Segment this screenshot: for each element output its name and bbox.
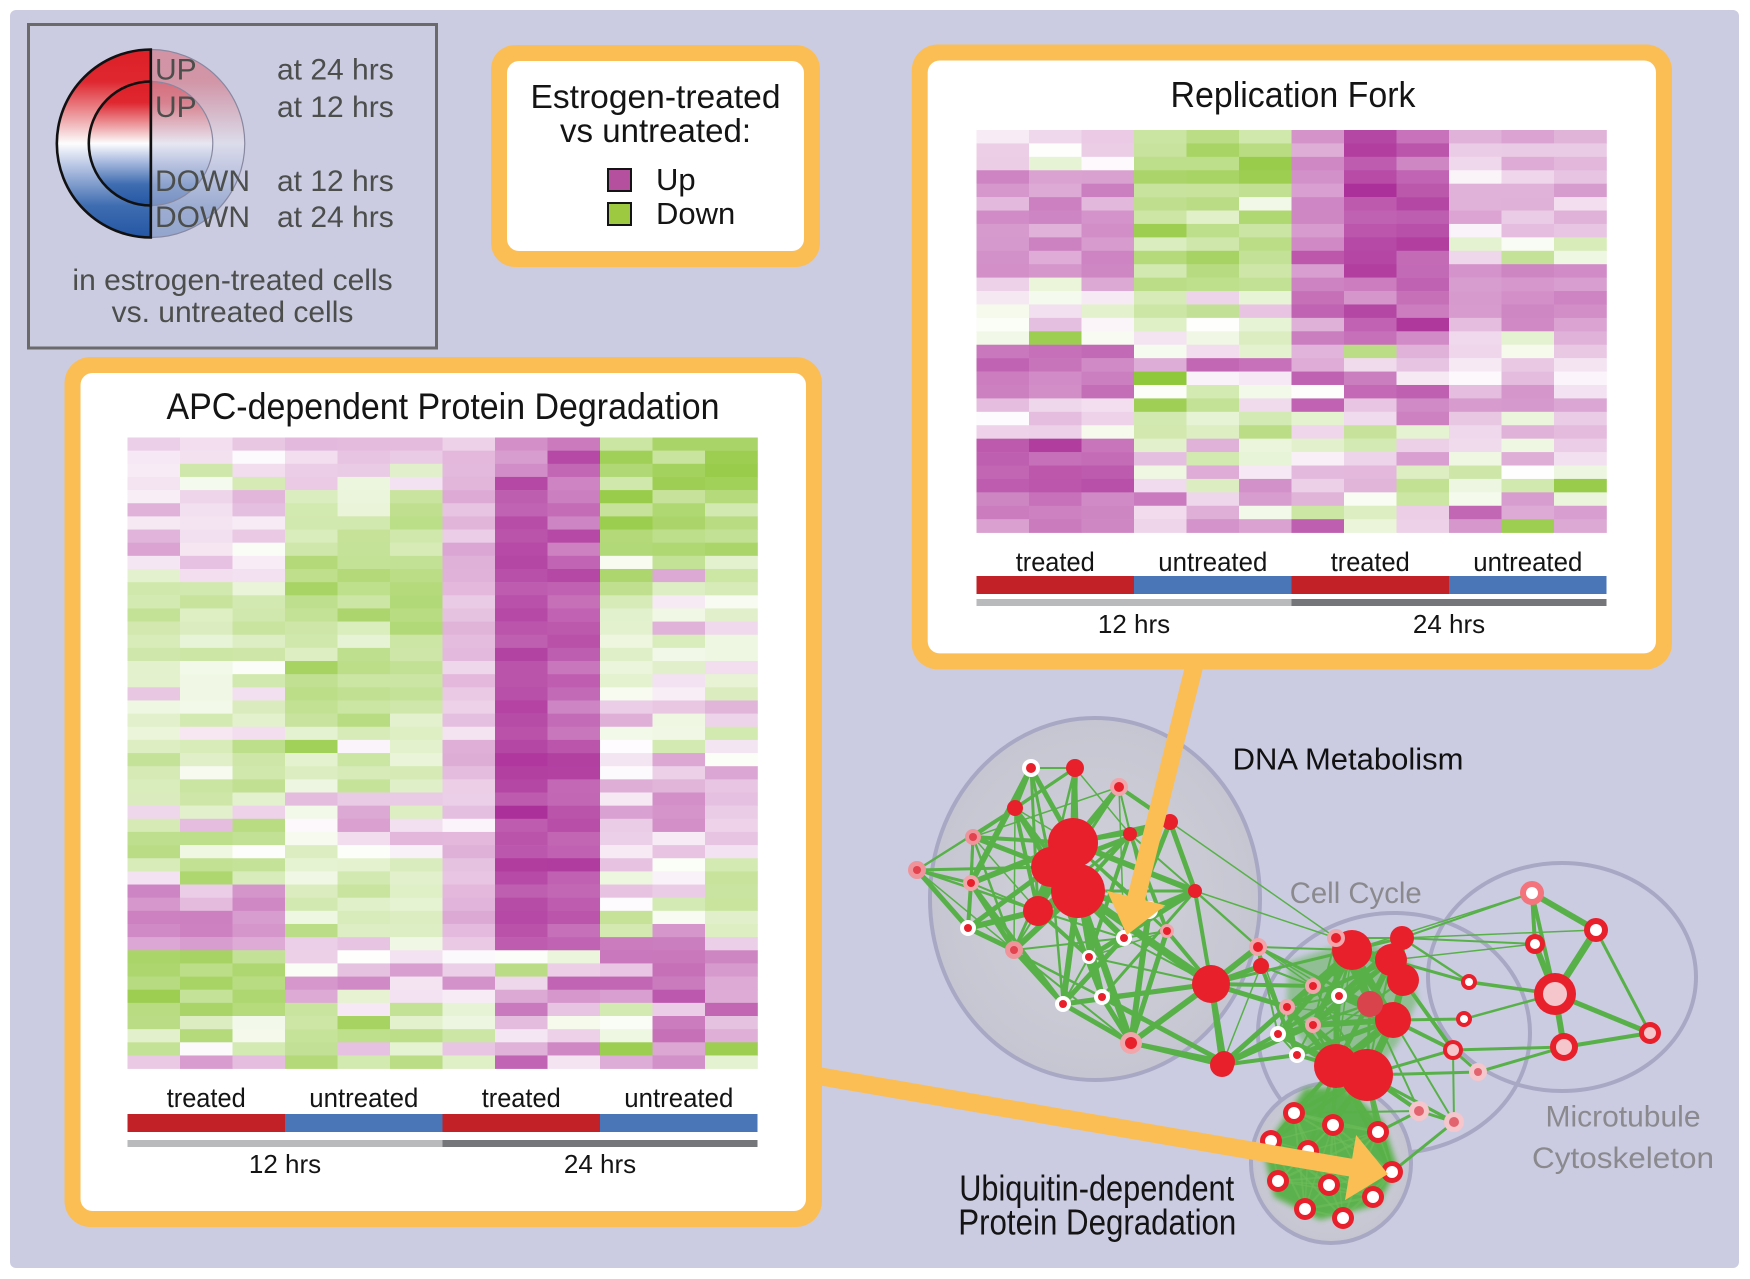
svg-text:treated: treated <box>167 1083 246 1113</box>
svg-text:Microtubule: Microtubule <box>1546 1100 1701 1133</box>
svg-text:Cell Cycle: Cell Cycle <box>1290 877 1422 910</box>
svg-text:untreated: untreated <box>309 1083 418 1113</box>
svg-text:treated: treated <box>1016 547 1095 577</box>
svg-text:Ubiquitin-dependent: Ubiquitin-dependent <box>959 1168 1234 1209</box>
svg-text:DOWN: DOWN <box>155 165 250 198</box>
svg-text:at 12 hrs: at 12 hrs <box>277 165 394 198</box>
svg-text:at 24 hrs: at 24 hrs <box>277 54 394 87</box>
svg-text:Estrogen-treated: Estrogen-treated <box>531 78 781 115</box>
svg-text:at 12 hrs: at 12 hrs <box>277 91 394 124</box>
svg-text:in estrogen-treated cells: in estrogen-treated cells <box>72 264 392 297</box>
svg-text:treated: treated <box>1331 547 1410 577</box>
svg-text:12 hrs: 12 hrs <box>249 1149 321 1179</box>
svg-text:untreated: untreated <box>1473 547 1582 577</box>
svg-text:APC-dependent Protein Degradat: APC-dependent Protein Degradation <box>167 386 720 427</box>
svg-text:DNA Metabolism: DNA Metabolism <box>1233 741 1464 776</box>
svg-text:vs. untreated cells: vs. untreated cells <box>112 296 354 329</box>
svg-text:UP: UP <box>155 54 197 87</box>
svg-text:Up: Up <box>656 162 696 197</box>
svg-text:DOWN: DOWN <box>155 201 250 234</box>
svg-text:Down: Down <box>656 196 735 231</box>
svg-text:untreated: untreated <box>624 1083 733 1113</box>
svg-text:untreated: untreated <box>1158 547 1267 577</box>
svg-text:24 hrs: 24 hrs <box>1413 609 1485 639</box>
svg-text:UP: UP <box>155 91 197 124</box>
svg-text:Protein Degradation: Protein Degradation <box>958 1201 1236 1242</box>
svg-text:at 24 hrs: at 24 hrs <box>277 201 394 234</box>
svg-text:vs untreated:: vs untreated: <box>560 112 751 149</box>
svg-text:treated: treated <box>482 1083 561 1113</box>
svg-text:Replication Fork: Replication Fork <box>1171 74 1417 115</box>
svg-text:24 hrs: 24 hrs <box>564 1149 636 1179</box>
svg-text:Cytoskeleton: Cytoskeleton <box>1532 1142 1714 1175</box>
svg-text:12 hrs: 12 hrs <box>1098 609 1170 639</box>
